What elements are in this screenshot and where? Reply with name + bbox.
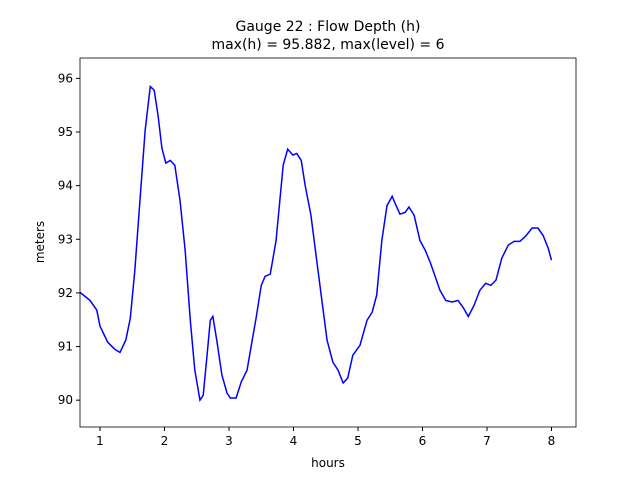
line-series [79, 84, 553, 403]
x-tick-label: 4 [290, 434, 298, 448]
y-tick-label: 93 [58, 232, 73, 246]
x-tick-label: 2 [161, 434, 169, 448]
y-tick-label: 92 [58, 286, 73, 300]
y-tick-label: 94 [58, 179, 73, 193]
x-axis-label: hours [311, 456, 345, 470]
y-tick-label: 95 [58, 125, 73, 139]
y-axis-label: meters [33, 221, 47, 263]
x-tick-label: 5 [354, 434, 362, 448]
x-tick-label: 7 [483, 434, 491, 448]
x-tick-label: 8 [548, 434, 556, 448]
x-tick-label: 1 [96, 434, 104, 448]
y-tick-label: 90 [58, 393, 73, 407]
chart-title: Gauge 22 : Flow Depth (h) [236, 19, 421, 35]
y-tick-label: 96 [58, 71, 73, 85]
plot-frame [79, 57, 577, 428]
x-tick-label: 6 [419, 434, 427, 448]
y-tick-label: 91 [58, 340, 73, 354]
chart-subtitle: max(h) = 95.882, max(level) = 6 [211, 37, 444, 53]
x-tick-label: 3 [225, 434, 233, 448]
